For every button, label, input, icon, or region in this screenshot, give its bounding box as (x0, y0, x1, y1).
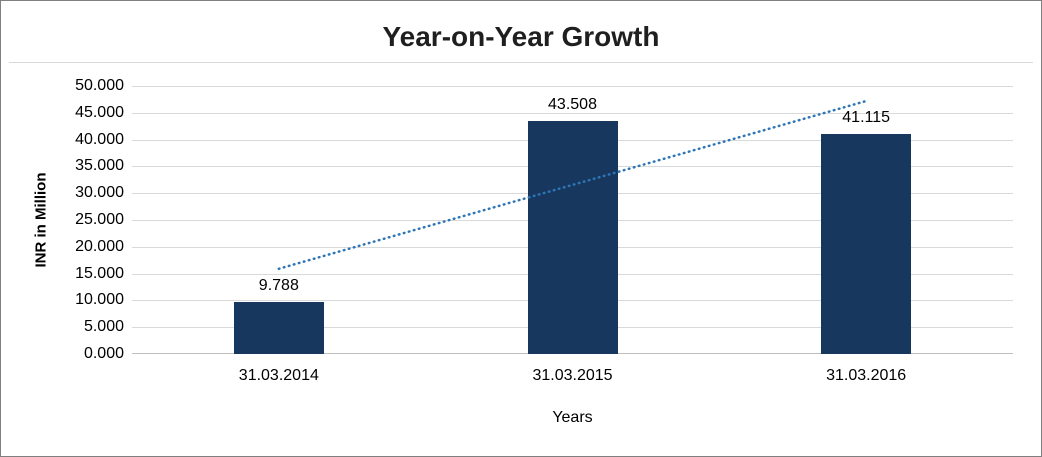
y-tick-label: 5.000 (83, 318, 124, 336)
chart-title: Year-on-Year Growth (382, 21, 660, 52)
y-tick-label: 20.000 (75, 237, 124, 255)
y-tick-label: 30.000 (75, 184, 124, 202)
y-tick-label: 50.000 (75, 77, 124, 94)
x-axis-ticks: 31.03.2014 31.03.2015 31.03.2016 (132, 367, 1013, 391)
bar (527, 120, 618, 354)
bar (233, 301, 324, 354)
bar-value-label: 41.115 (842, 108, 891, 126)
plot-area: 9.788 43.508 41.115 (132, 86, 1013, 354)
y-tick-label: 35.000 (75, 157, 124, 175)
bar (821, 133, 912, 354)
y-tick-label: 40.000 (75, 130, 124, 148)
title-divider (9, 62, 1033, 63)
x-tick-label: 31.03.2014 (238, 367, 319, 384)
x-tick-label: 31.03.2016 (826, 367, 907, 384)
y-tick-label: 10.000 (75, 291, 124, 309)
x-axis-title: Years (552, 409, 593, 426)
y-tick-label: 15.000 (75, 264, 124, 282)
bar-value-label: 43.508 (548, 95, 597, 113)
y-axis-ticks: 0.000 5.000 10.000 15.000 20.000 25.000 30.000… (1, 77, 124, 362)
y-tick-label: 45.000 (75, 103, 124, 121)
x-tick-label: 31.03.2015 (532, 367, 613, 384)
y-tick-label: 0.000 (83, 345, 124, 362)
gridline (132, 86, 1013, 87)
bar-value-label: 9.788 (258, 276, 299, 294)
y-tick-label: 25.000 (75, 211, 124, 228)
